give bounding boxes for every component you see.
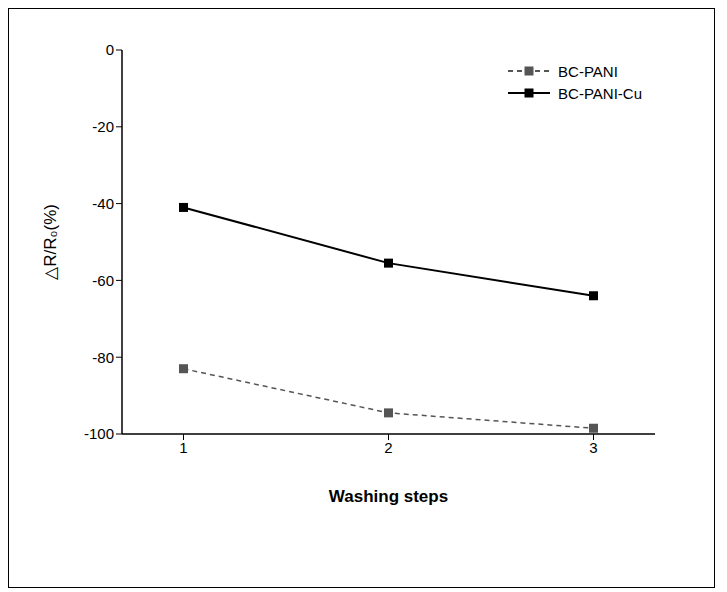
svg-text:Washing steps: Washing steps — [329, 487, 448, 506]
svg-text:0: 0 — [106, 41, 114, 58]
svg-text:3: 3 — [589, 439, 597, 456]
svg-text:-80: -80 — [92, 349, 114, 366]
svg-text:-100: -100 — [84, 425, 114, 442]
svg-text:1: 1 — [179, 439, 187, 456]
svg-text:△R/R₀(%): △R/R₀(%) — [41, 204, 60, 280]
html-text:BC-PANI: BC-PANI — [558, 62, 618, 80]
html-text:BC-PANI-Cu: BC-PANI-Cu — [558, 84, 642, 102]
svg-text:-60: -60 — [92, 272, 114, 289]
svg-text:-40: -40 — [92, 195, 114, 212]
svg-text:2: 2 — [384, 439, 392, 456]
svg-text:-20: -20 — [92, 118, 114, 135]
